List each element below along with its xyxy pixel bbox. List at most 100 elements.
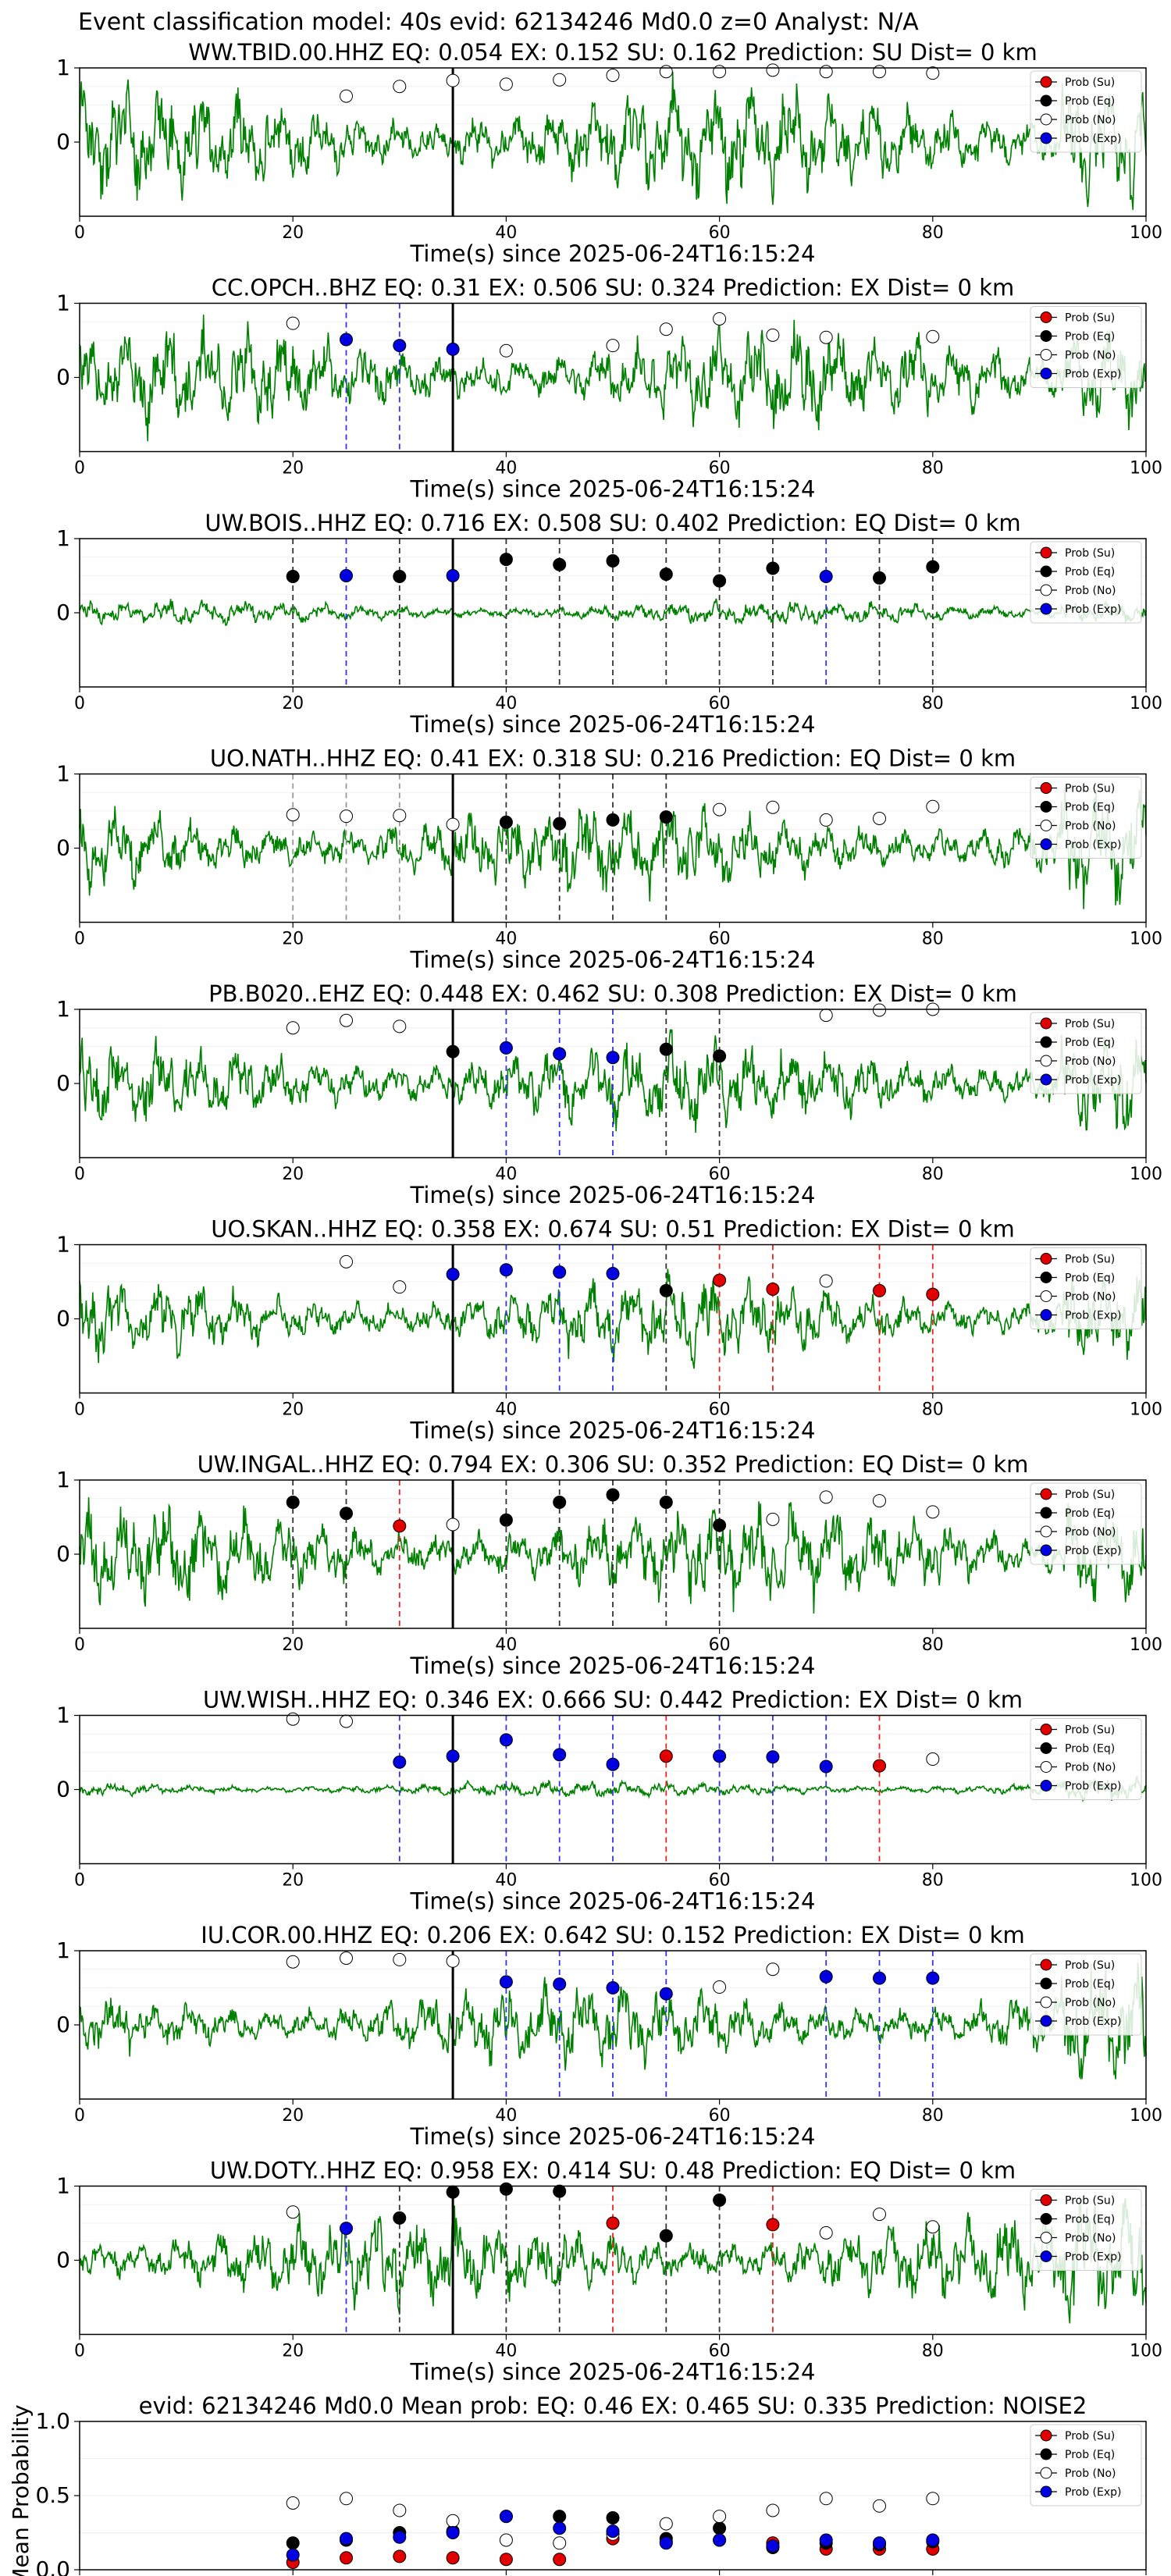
mean-marker-no [393,2503,407,2517]
legend-label-eq: Prob (Eq) [1065,331,1115,343]
mean-marker-su [499,2553,513,2567]
mean-marker-exp [713,2533,727,2547]
prob-marker-eq [606,554,620,568]
legend-marker-eq [1040,330,1052,342]
prob-marker-eq [499,2182,513,2196]
x-axis-label: Time(s) since 2025-06-24T16:15:24 [410,2123,816,2150]
x-tick-label: 20 [282,223,304,243]
prob-marker-no [393,80,407,94]
mean-marker-no [819,2492,833,2506]
x-tick-label: 0 [74,2342,85,2361]
legend-label-no: Prob (No) [1065,1762,1116,1774]
x-tick-label: 0 [74,694,85,713]
panel-title: UW.DOTY..HHZ EQ: 0.958 EX: 0.414 SU: 0.4… [210,2158,1016,2184]
x-tick-label: 20 [282,2342,304,2361]
prob-marker-no [393,1019,407,1034]
legend-marker-eq [1040,801,1052,813]
legend-marker-eq [1040,1507,1052,1519]
prob-marker-no [766,328,780,342]
prob-marker-exp [446,342,460,356]
legend-marker-no [1040,1996,1052,2008]
x-tick-label: 40 [495,1165,517,1184]
prob-marker-no [286,1021,300,1035]
prob-marker-exp [819,569,833,583]
prob-marker-eq [659,1496,673,1509]
prob-marker-no [713,65,727,79]
prob-marker-no [499,77,513,91]
x-tick-label: 0 [74,1165,85,1184]
legend-box [1030,2189,1142,2271]
legend-marker-su [1040,546,1052,559]
panel-7: UW.INGAL..HHZ EQ: 0.794 EX: 0.306 SU: 0.… [56,1451,1162,1679]
prob-marker-eq [606,1488,620,1502]
mean-marker-exp [873,2536,886,2550]
x-tick-label: 100 [1130,1165,1162,1184]
legend-marker-no [1040,1055,1052,1067]
x-tick-label: 60 [709,1635,731,1655]
x-tick-label: 0 [74,930,85,949]
legend-label-no: Prob (No) [1065,585,1116,597]
prob-marker-su [926,1287,940,1301]
legend-marker-su [1040,1253,1052,1265]
legend-marker-su [1040,2429,1052,2442]
legend-label-no: Prob (No) [1065,2467,1116,2480]
legend-marker-eq [1040,2448,1052,2460]
legend-box [1030,1953,1142,2036]
mean-marker-exp [819,2533,833,2547]
prob-marker-eq [713,2194,727,2208]
prob-marker-eq [553,2184,567,2198]
prob-marker-no [873,1003,886,1017]
prob-marker-eq [499,553,513,567]
legend-marker-eq [1040,1272,1052,1283]
legend-label-exp: Prob (Exp) [1065,1545,1122,1557]
legend-label-eq: Prob (Eq) [1065,95,1115,108]
x-tick-label: 60 [709,1400,731,1420]
legend-label-exp: Prob (Exp) [1065,2486,1122,2499]
legend-label-eq: Prob (Eq) [1065,566,1115,578]
prob-marker-exp [606,1981,620,1994]
legend-marker-eq [1040,1977,1052,1990]
prob-marker-exp [553,1047,567,1061]
mean-marker-no [340,2492,353,2506]
x-tick-label: 0 [74,459,85,479]
legend-label-exp: Prob (Exp) [1065,1310,1122,1322]
prob-marker-no [446,73,460,87]
x-tick-label: 40 [495,1400,517,1420]
x-tick-label: 20 [282,1400,304,1420]
prob-marker-eq [766,561,780,575]
y-tick-label: 0 [56,1777,70,1802]
prob-marker-no [499,343,513,358]
x-tick-label: 40 [495,1635,517,1655]
x-tick-label: 20 [282,1165,304,1184]
mean-marker-no [286,2496,300,2510]
y-tick-label: 1 [56,55,70,80]
legend-label-eq: Prob (Eq) [1065,1037,1115,1049]
legend-label-eq: Prob (Eq) [1065,1507,1115,1520]
legend-label-eq: Prob (Eq) [1065,2214,1115,2226]
x-axis-label: Time(s) since 2025-06-24T16:15:24 [410,2359,816,2386]
prob-marker-no [713,802,727,817]
panel-title: WW.TBID.00.HHZ EQ: 0.054 EX: 0.152 SU: 0… [188,39,1037,66]
prob-marker-exp [713,1749,727,1763]
mean-marker-exp [606,2524,620,2539]
prob-marker-no [393,1952,407,1966]
panel-title: UO.SKAN..HHZ EQ: 0.358 EX: 0.674 SU: 0.5… [211,1216,1014,1243]
waveform-trace [79,598,1147,626]
legend-label-no: Prob (No) [1065,1055,1116,1068]
y-tick-label: 1 [56,996,70,1022]
panel-10: UW.DOTY..HHZ EQ: 0.958 EX: 0.414 SU: 0.4… [56,2158,1162,2386]
y-tick-label: 0.0 [35,2556,70,2576]
prob-marker-exp [873,1971,886,1985]
prob-marker-eq [713,1049,727,1063]
x-tick-label: 100 [1130,459,1162,479]
y-tick-label: 0 [56,600,70,625]
prob-marker-no [606,339,620,353]
legend-label-su: Prob (Su) [1065,312,1115,325]
waveform-trace [79,71,1147,210]
y-tick-label: 0 [56,2247,70,2273]
panel-title: CC.OPCH..BHZ EQ: 0.31 EX: 0.506 SU: 0.32… [212,275,1015,301]
prob-marker-eq [286,1496,300,1509]
mean-marker-su [446,2551,460,2565]
y-tick-label: 1 [56,1232,70,1258]
legend-label-exp: Prob (Exp) [1065,2016,1122,2028]
